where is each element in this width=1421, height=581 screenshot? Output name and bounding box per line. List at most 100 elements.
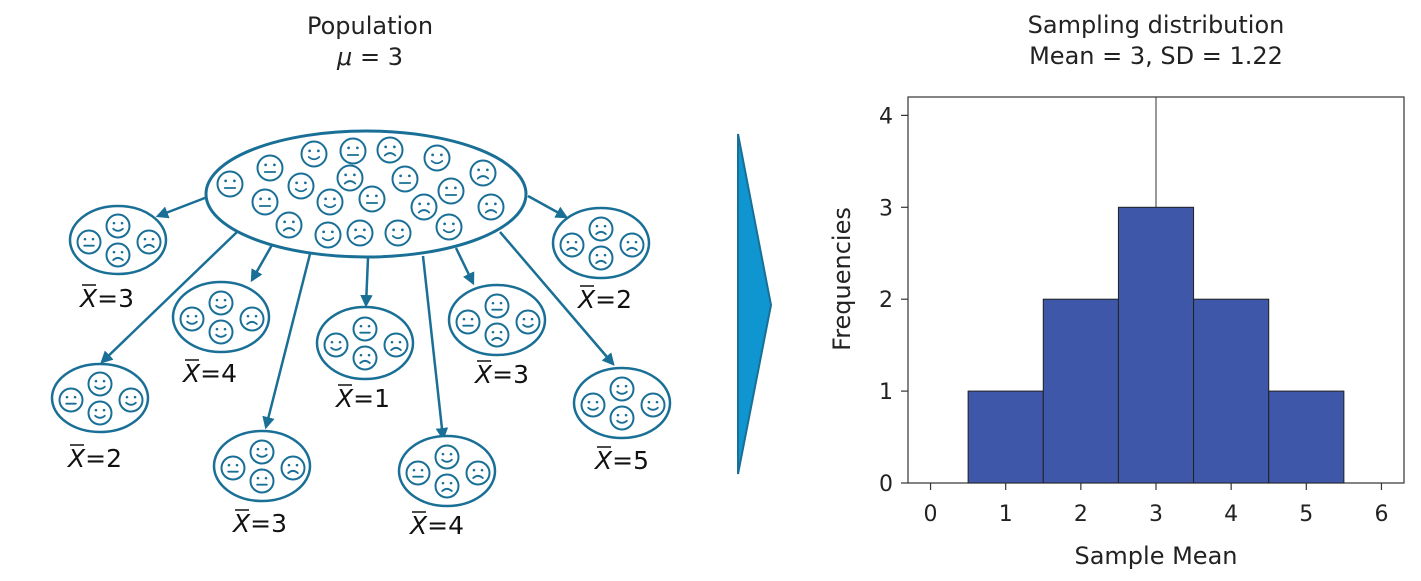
sad-face-icon [469, 159, 497, 187]
sad-face-icon [619, 232, 645, 258]
happy-face-icon [609, 405, 635, 431]
happy-face-icon [435, 213, 463, 241]
sample-2 [50, 362, 150, 434]
sample-ellipse [171, 280, 271, 354]
happy-face-icon [384, 219, 412, 247]
sample-mean-label-1: X=3 [78, 284, 134, 313]
chart-subtitle: Mean = 3, SD = 1.22 [1029, 42, 1283, 70]
sample-5 [315, 305, 415, 381]
sad-face-icon [559, 232, 585, 258]
population-title: Population [307, 12, 433, 40]
neutral-face-icon [358, 185, 386, 213]
histogram: 0 1 2 3 4 5 6 0 1 2 3 4 [879, 96, 1405, 527]
sample-mean-label-3: X=4 [181, 359, 237, 388]
neutral-face-icon [249, 468, 275, 494]
sample-6 [397, 434, 497, 508]
sample-9 [572, 366, 672, 440]
sad-face-icon [588, 245, 614, 271]
happy-face-icon [249, 439, 275, 465]
sample-ellipse [68, 204, 168, 276]
x-tick-label: 3 [1149, 502, 1163, 527]
arrow-sample-9 [499, 231, 615, 366]
histogram-bar [1193, 298, 1270, 484]
histogram-bar [1268, 390, 1345, 484]
sad-face-icon [280, 455, 306, 481]
neutral-face-icon [437, 177, 465, 205]
neutral-face-icon [76, 229, 102, 255]
sample-3 [171, 280, 271, 354]
arrow-sample-4 [262, 253, 312, 430]
x-tick-label: 5 [1299, 502, 1313, 527]
chart-title: Sampling distribution [1028, 11, 1285, 39]
sample-4 [212, 429, 312, 503]
arrow-sample-7 [454, 247, 475, 286]
sample-ellipse [212, 429, 312, 503]
sad-face-icon [336, 164, 364, 192]
neutral-face-icon [216, 170, 244, 198]
happy-face-icon [323, 332, 349, 358]
neutral-face-icon [484, 293, 510, 319]
sample-mean-labels: X=3 X=2 X=4 X=3 X=1 X=4 X=3 X=2 X=5 [66, 284, 649, 540]
sample-mean-label-4: X=3 [231, 509, 287, 538]
neutral-face-icon [58, 387, 84, 413]
x-tick-label: 4 [1224, 502, 1238, 527]
arrow-sample-3 [250, 244, 274, 283]
happy-face-icon [208, 290, 234, 316]
neutral-face-icon [251, 188, 279, 216]
x-tick-label: 6 [1374, 502, 1388, 527]
neutral-face-icon [352, 316, 378, 342]
x-tick-label: 2 [1074, 502, 1088, 527]
histogram-bar [1117, 206, 1195, 484]
sample-ellipse [447, 283, 547, 357]
happy-face-icon [118, 387, 144, 413]
histogram-bar [967, 390, 1044, 484]
arrow-sample-2 [100, 231, 238, 364]
sad-face-icon [105, 242, 131, 268]
sad-face-icon [376, 136, 404, 164]
sample-7 [447, 283, 547, 357]
sample-8 [551, 206, 651, 280]
happy-face-icon [434, 444, 460, 470]
x-tick-label: 1 [999, 502, 1013, 527]
sample-mean-label-2: X=2 [66, 444, 122, 473]
happy-face-icon [87, 371, 113, 397]
y-tick-label: 3 [879, 196, 893, 221]
y-tick-label: 2 [879, 288, 893, 313]
sample-mean-label-9: X=5 [593, 446, 649, 475]
happy-face-icon [314, 221, 342, 249]
sample-mean-label-8: X=2 [576, 285, 632, 314]
arrow-sample-5 [360, 257, 373, 308]
happy-face-icon [179, 306, 205, 332]
neutral-face-icon [220, 455, 246, 481]
happy-face-icon [515, 309, 541, 335]
neutral-face-icon [256, 154, 284, 182]
sampling-arrows [100, 194, 615, 441]
sample-1 [68, 204, 168, 276]
happy-face-icon [208, 319, 234, 345]
sad-face-icon [477, 193, 505, 221]
y-tick-label: 4 [879, 104, 893, 129]
happy-face-icon [316, 188, 344, 216]
chevron-right-icon [737, 133, 773, 475]
sad-face-icon [136, 229, 162, 255]
sad-face-icon [484, 322, 510, 348]
sample-mean-label-5: X=1 [334, 384, 390, 413]
neutral-face-icon [455, 309, 481, 335]
happy-face-icon [300, 140, 328, 168]
happy-face-icon [423, 144, 451, 172]
sad-face-icon [346, 219, 374, 247]
sad-face-icon [410, 193, 438, 221]
samples-group [50, 204, 672, 508]
sad-face-icon [434, 473, 460, 499]
arrow-sample-8 [527, 194, 569, 219]
happy-face-icon [580, 392, 606, 418]
happy-face-icon [287, 172, 315, 200]
arrow-sample-6 [421, 255, 449, 441]
sample-ellipse [315, 305, 415, 381]
population-faces [216, 136, 505, 249]
histogram-bar [1042, 298, 1119, 484]
sample-mean-label-7: X=3 [473, 360, 529, 389]
sample-ellipse [572, 366, 672, 440]
sad-face-icon [239, 306, 265, 332]
